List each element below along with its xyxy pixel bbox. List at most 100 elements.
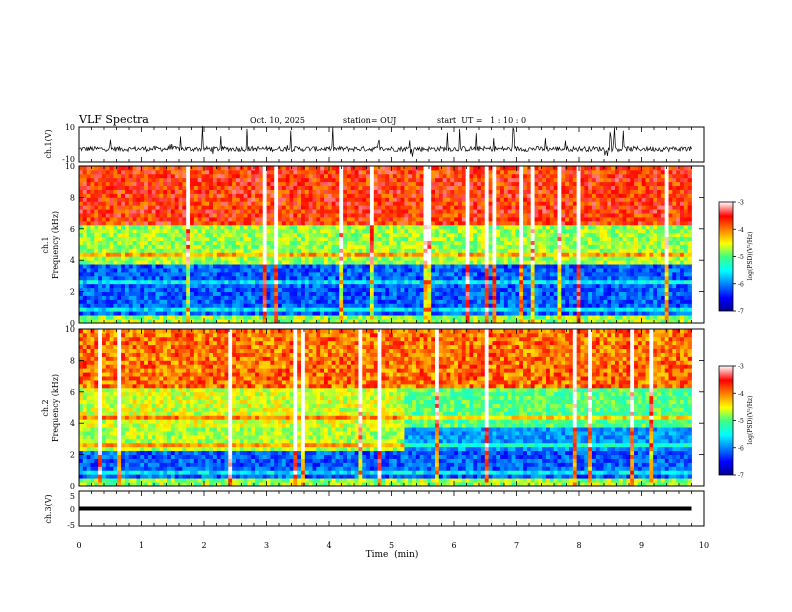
- spectrogram-cell: [197, 185, 202, 190]
- spectrogram-cell: [408, 217, 413, 222]
- spectrogram-cell: [98, 201, 103, 206]
- spectrogram-cell: [477, 232, 482, 238]
- spectrogram-cell: [511, 287, 516, 293]
- spectrogram-cell: [339, 209, 344, 214]
- spectrogram-cell: [381, 209, 386, 214]
- spectrogram-cell: [419, 311, 424, 316]
- spectrogram-cell: [308, 303, 313, 308]
- spectrogram-cell: [182, 193, 187, 198]
- spectrogram-cell: [450, 193, 455, 198]
- spectrogram-cell: [523, 268, 528, 273]
- spectrogram-cell: [419, 271, 424, 277]
- spectrogram-cell: [526, 209, 532, 214]
- spectrogram-cell: [515, 283, 520, 289]
- spectrogram-cell: [511, 228, 516, 234]
- spectrogram-cell: [438, 291, 444, 296]
- spectrogram-cell: [182, 264, 187, 269]
- spectrogram-cell: [159, 217, 164, 222]
- spectrogram-cell: [170, 275, 176, 281]
- spectrogram-cell: [124, 209, 130, 214]
- spectrogram-cell: [121, 169, 126, 175]
- spectrogram-cell: [423, 169, 428, 175]
- spectrogram-cell: [82, 220, 88, 226]
- spectrogram-cell: [381, 181, 386, 187]
- spectrogram-cell: [124, 291, 130, 296]
- spectrogram-cell: [243, 252, 248, 257]
- spectrogram-cell: [400, 287, 405, 293]
- spectrogram-cell: [377, 287, 382, 293]
- spectrogram-cell: [178, 177, 183, 183]
- spectrogram-cell: [431, 252, 436, 257]
- spectrogram-cell: [258, 213, 264, 218]
- ch1-waveform-line: [78, 125, 692, 157]
- spectrogram-cell: [415, 201, 421, 206]
- spectrogram-cell: [346, 311, 352, 316]
- spectrogram-cell: [182, 279, 187, 285]
- spectrogram-cell: [105, 236, 111, 241]
- spectrogram-cell: [488, 205, 493, 210]
- spectrogram-cell: [228, 209, 233, 214]
- spectrogram-cell: [304, 252, 310, 257]
- spectrogram-cell: [404, 201, 409, 206]
- spectrogram-cell: [427, 240, 432, 245]
- spectrogram-cell: [197, 311, 202, 316]
- spectrogram-cell: [412, 201, 417, 206]
- spectrogram-cell: [136, 279, 141, 285]
- spectrogram-cell: [170, 228, 176, 234]
- spectrogram-cell: [255, 240, 260, 245]
- spectrogram-cell: [523, 205, 528, 210]
- spectrogram-cell: [530, 224, 535, 230]
- spectrogram-cell: [117, 260, 122, 265]
- spectrogram-cell: [519, 271, 524, 277]
- spectrogram-cell: [224, 315, 229, 320]
- spectrogram-cell: [262, 177, 267, 183]
- spectrogram-cell: [182, 173, 187, 179]
- spectrogram-cell: [320, 271, 325, 277]
- spectrogram-cell: [124, 201, 130, 206]
- spectrogram-cell: [247, 213, 252, 218]
- spectrogram-cell: [362, 240, 367, 245]
- spectrogram-cell: [224, 303, 229, 308]
- spectrogram-cell: [216, 189, 222, 194]
- spectrogram-cell: [450, 189, 455, 194]
- spectrogram-cell: [354, 295, 359, 300]
- spectrogram-cell: [542, 319, 547, 324]
- spectrogram-cell: [404, 213, 409, 218]
- spectrogram-cell: [205, 173, 210, 179]
- spectrogram-cell: [358, 260, 363, 265]
- spectrogram-cell: [79, 193, 84, 198]
- spectrogram-cell: [182, 197, 187, 202]
- spectrogram-cell: [308, 275, 313, 281]
- spectrogram-cell: [503, 319, 509, 324]
- spectrogram-cell: [266, 275, 271, 281]
- spectrogram-cell: [255, 256, 260, 261]
- spectrogram-cell: [193, 177, 199, 183]
- spectrogram-cell: [270, 319, 275, 324]
- spectrogram-cell: [350, 189, 356, 194]
- spectrogram-cell: [278, 220, 283, 226]
- spectrogram-cell: [392, 236, 398, 241]
- spectrogram-cell: [507, 252, 512, 257]
- spectrogram-cell: [538, 291, 543, 296]
- spectrogram-cell: [327, 260, 333, 265]
- spectrogram-cell: [343, 307, 348, 312]
- spectrogram-cell: [507, 217, 512, 222]
- spectrogram-cell: [350, 217, 356, 222]
- spectrogram-cell: [297, 299, 302, 304]
- spectrogram-cell: [362, 319, 367, 324]
- spectrogram-cell: [182, 319, 187, 324]
- spectrogram-cell: [86, 201, 91, 206]
- spectrogram-cell: [155, 264, 160, 269]
- spectrogram-cell: [121, 213, 126, 218]
- spectrogram-cell: [546, 307, 551, 312]
- spectrogram-cell: [408, 275, 413, 281]
- spectrogram-cell: [335, 283, 340, 289]
- spectrogram-cell: [193, 240, 199, 245]
- spectrogram-cell: [117, 291, 122, 296]
- spectrogram-cell: [98, 256, 103, 261]
- spectrogram-cell: [335, 185, 340, 190]
- spectrogram-cell: [427, 197, 432, 202]
- spectrogram-cell: [147, 311, 153, 316]
- spectrogram-cell: [105, 244, 111, 249]
- spectrogram-cell: [492, 299, 497, 304]
